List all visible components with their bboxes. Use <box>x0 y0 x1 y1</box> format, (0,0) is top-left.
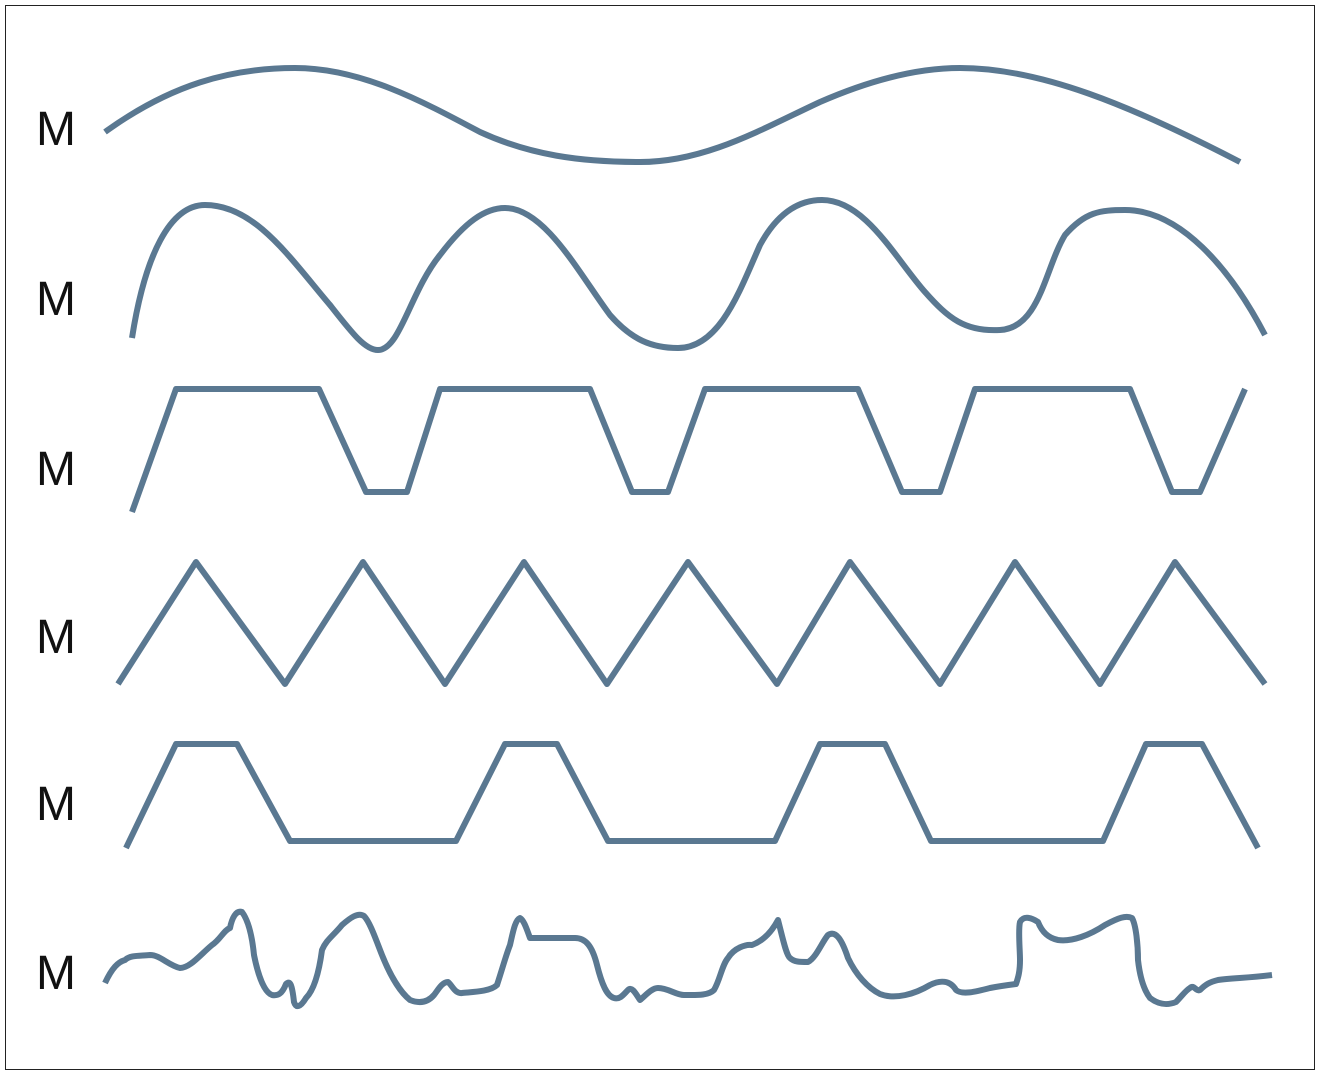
row-label-3: M <box>36 443 76 496</box>
row-label-6: M <box>36 947 76 1000</box>
wave-irregular <box>102 908 1273 1010</box>
wave-triangle <box>115 559 1268 687</box>
wave-slow-sine <box>103 65 1242 165</box>
row-label-5: M <box>36 778 76 831</box>
wave-fast-sine <box>129 197 1268 353</box>
wave-trapezoid-wide-bottom <box>123 741 1261 850</box>
row-label-2: M <box>36 273 76 326</box>
diagram-frame <box>5 5 1315 1070</box>
row-label-4: M <box>36 611 76 664</box>
row-label-1: M <box>36 103 76 156</box>
wave-trapezoid-wide-top <box>129 386 1248 514</box>
